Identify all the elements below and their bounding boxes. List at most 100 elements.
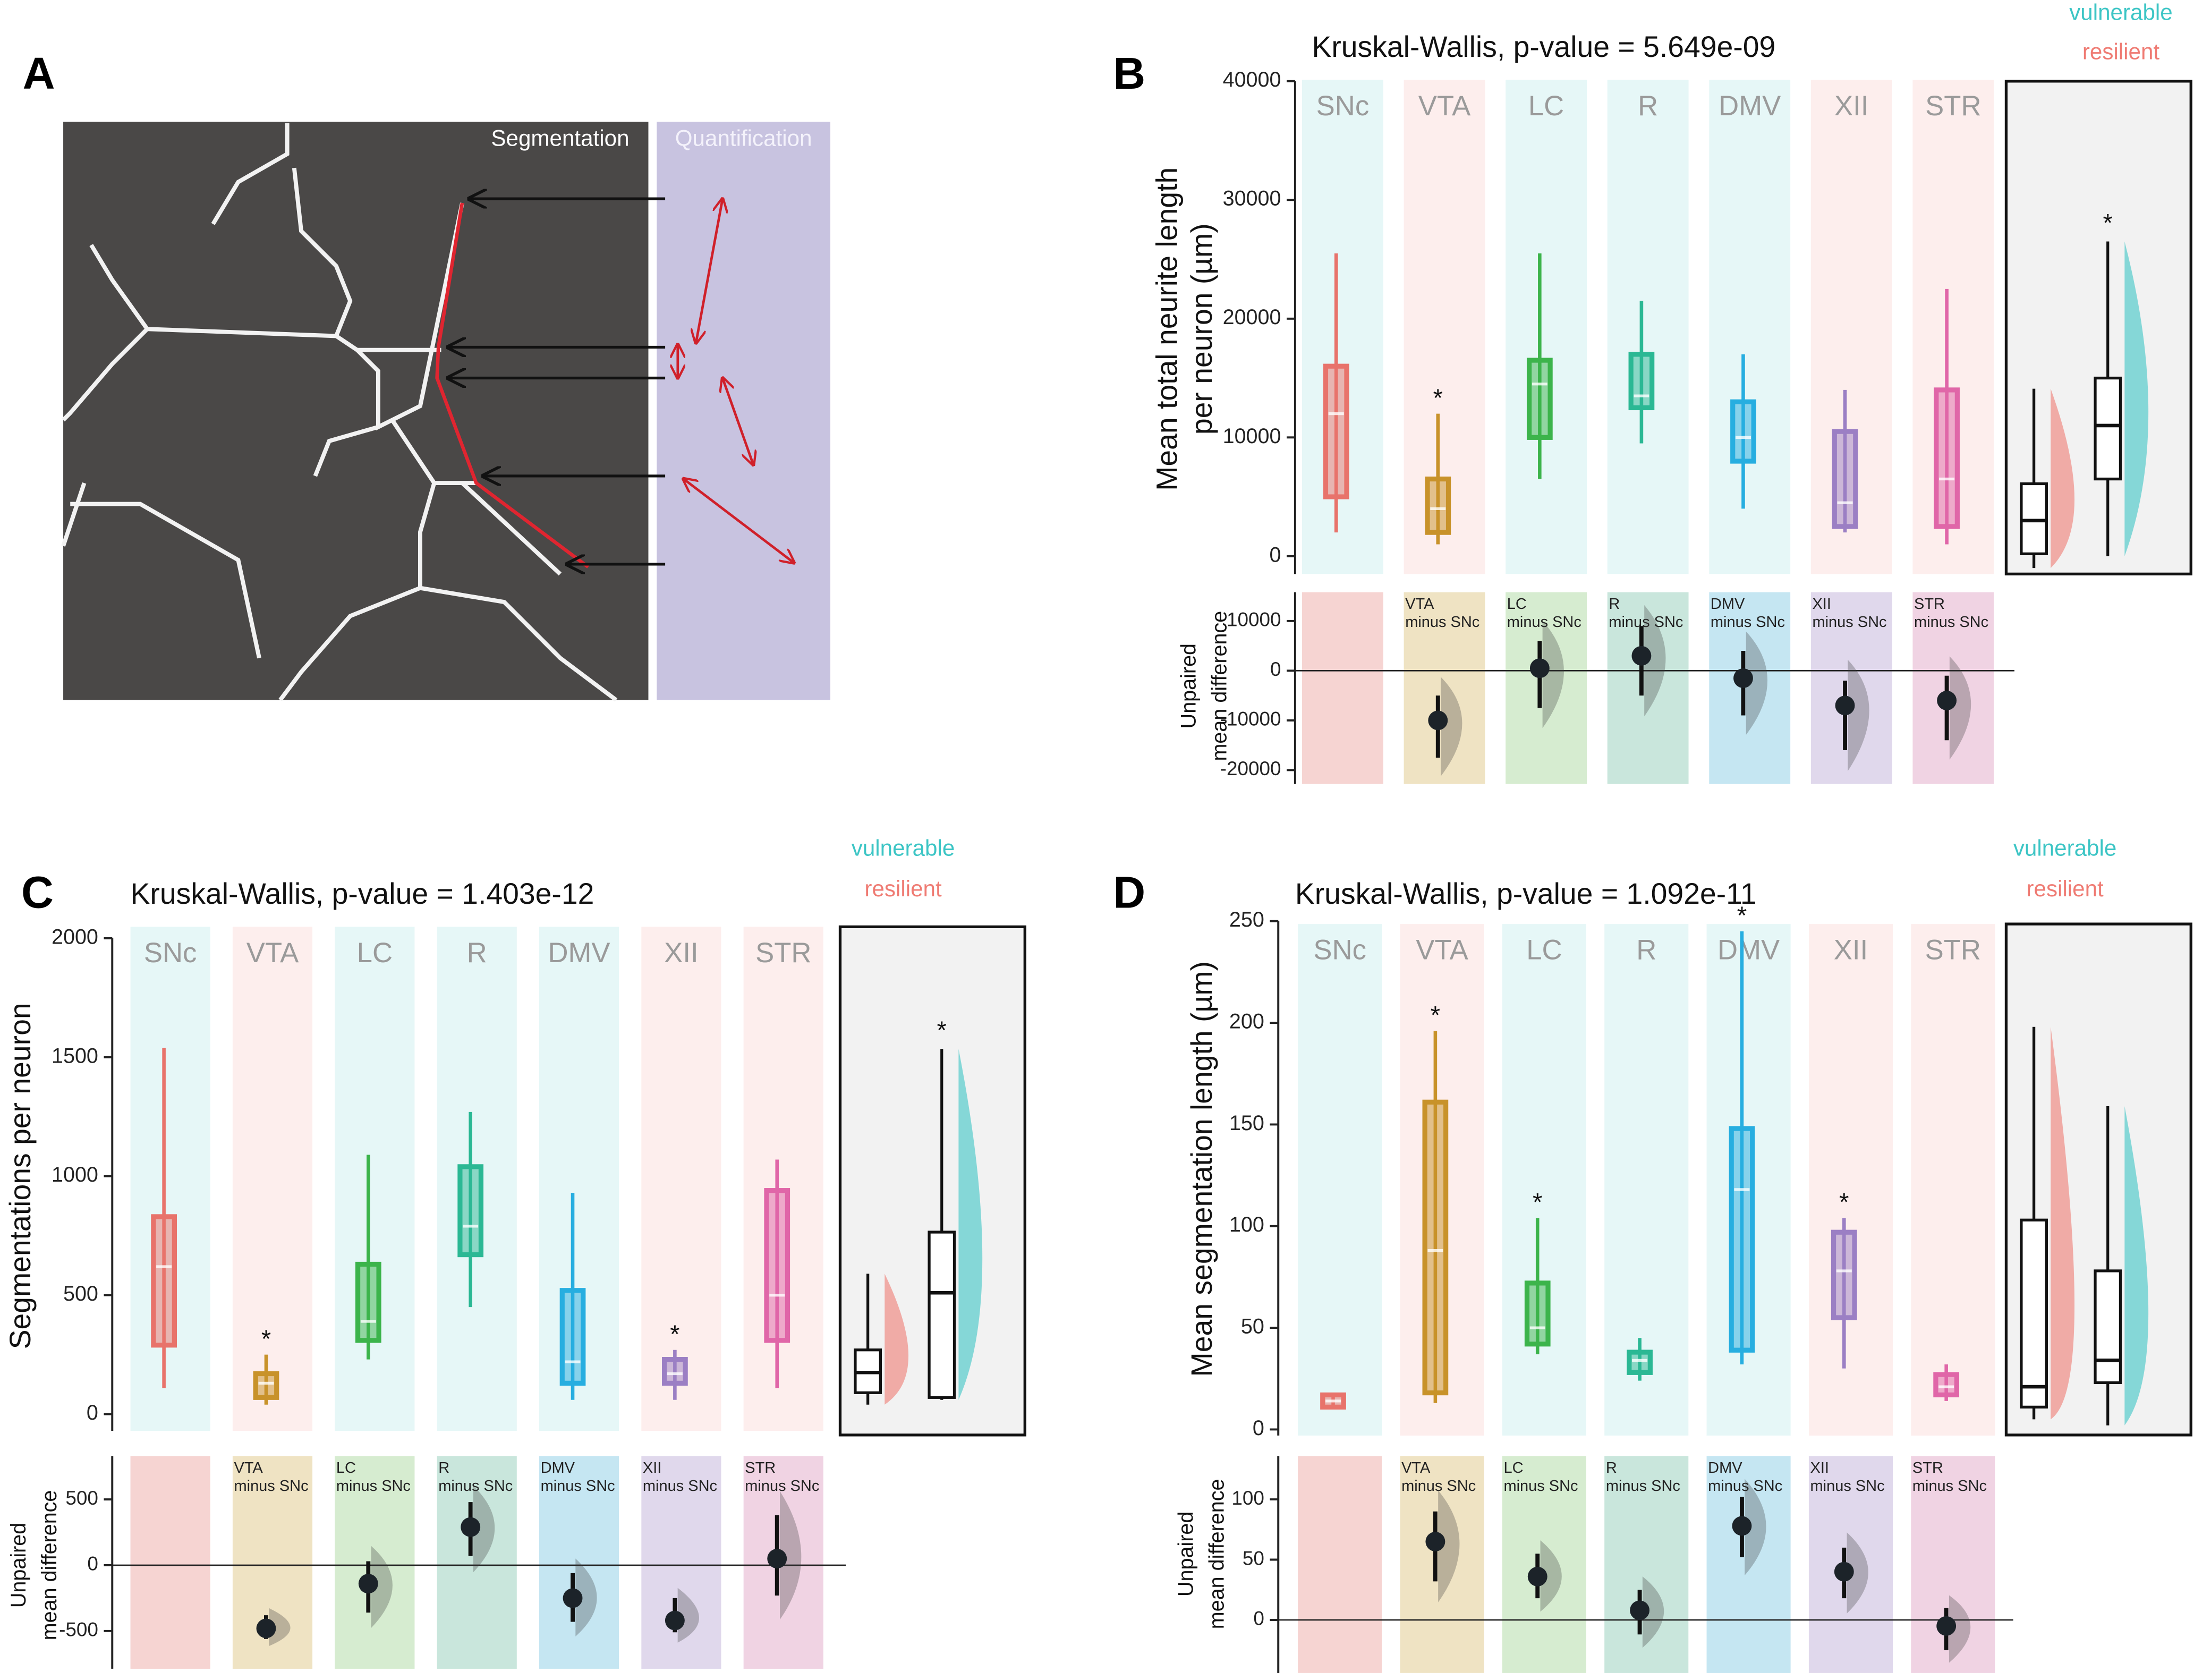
- category-label: R: [1636, 935, 1656, 966]
- y-tick-label: 100: [1229, 1213, 1264, 1236]
- y-tick-label: 40000: [1223, 68, 1281, 91]
- pooled-violin: [958, 1049, 983, 1400]
- box: [1934, 387, 1960, 529]
- box: [1526, 358, 1553, 440]
- difference-label: minus SNc: [1708, 1478, 1782, 1495]
- difference-label: STR: [745, 1460, 776, 1477]
- box: [457, 1164, 484, 1258]
- y-axis-label: Unpaired: [7, 1523, 30, 1608]
- box: [1729, 1126, 1755, 1353]
- mean-difference: [358, 1574, 378, 1594]
- difference-violin: [1542, 621, 1564, 728]
- box: [764, 1188, 790, 1343]
- box: [1627, 1350, 1653, 1375]
- y-tick-label: 1000: [52, 1163, 98, 1186]
- y-axis-label: Segmentations per neuron: [4, 1003, 37, 1349]
- difference-label: minus SNc: [745, 1478, 819, 1495]
- difference-band: [1506, 592, 1587, 784]
- difference-label: XII: [1812, 596, 1831, 613]
- box: [1524, 1280, 1551, 1347]
- category-band: [1302, 80, 1383, 574]
- difference-violin: [269, 1608, 291, 1647]
- difference-band: [1607, 592, 1689, 784]
- difference-violin: [1644, 605, 1666, 717]
- y-tick-label: 50: [1241, 1315, 1264, 1338]
- category-band: [743, 927, 823, 1431]
- y-tick-label: 10000: [1227, 609, 1281, 631]
- quantification-area: [657, 122, 831, 700]
- category-band: [130, 927, 210, 1431]
- mean-difference: [1527, 1566, 1547, 1586]
- pooled-violin: [2051, 388, 2075, 569]
- difference-violin: [1949, 1595, 1971, 1663]
- difference-violin: [1745, 1479, 1766, 1576]
- difference-band: [641, 1456, 721, 1669]
- difference-violin: [1438, 1490, 1460, 1602]
- y-tick-label: 10000: [1223, 425, 1281, 448]
- y-axis-label: Mean segmentation length (µm): [1185, 961, 1218, 1377]
- category-label: XII: [664, 937, 698, 969]
- panel-letter: D: [1113, 868, 1145, 918]
- y-tick-label: 100: [1231, 1487, 1264, 1509]
- y-tick-label: 500: [65, 1487, 98, 1509]
- panel-letter: C: [21, 868, 54, 918]
- y-axis-label: Unpaired: [1174, 1512, 1197, 1597]
- difference-label: R: [1609, 596, 1620, 613]
- y-tick-label: 500: [63, 1282, 98, 1305]
- mean-difference: [767, 1549, 787, 1569]
- category-label: LC: [1526, 935, 1562, 966]
- difference-label: minus SNc: [1401, 1478, 1476, 1495]
- mean-difference: [256, 1618, 276, 1639]
- difference-label: minus SNc: [1812, 614, 1886, 631]
- category-label: R: [1638, 90, 1658, 122]
- difference-label: minus SNc: [234, 1478, 309, 1495]
- y-axis-label: mean difference: [38, 1490, 61, 1641]
- pooled-box: [2094, 376, 2122, 481]
- difference-band: [1911, 1456, 1995, 1673]
- difference-label: minus SNc: [643, 1478, 717, 1495]
- pooled-box: [2020, 1218, 2048, 1409]
- difference-label: XII: [643, 1460, 661, 1477]
- pooled-box: [2094, 1269, 2122, 1385]
- difference-label: minus SNc: [1606, 1478, 1680, 1495]
- panel-letter: A: [23, 48, 55, 98]
- y-tick-label: 30000: [1223, 187, 1281, 210]
- difference-band: [1808, 1456, 1893, 1673]
- difference-label: VTA: [1401, 1460, 1431, 1477]
- category-label: SNc: [1316, 90, 1370, 122]
- difference-label: DMV: [1711, 596, 1745, 613]
- difference-label: minus SNc: [1405, 614, 1479, 631]
- difference-label: DMV: [1708, 1460, 1742, 1477]
- y-tick-label: 150: [1229, 1111, 1264, 1135]
- pooled-box: [2020, 482, 2048, 555]
- difference-label: minus SNc: [438, 1478, 513, 1495]
- category-label: VTA: [1418, 90, 1471, 122]
- category-band: [641, 927, 721, 1431]
- difference-band: [1298, 1456, 1382, 1673]
- difference-violin: [473, 1486, 495, 1573]
- difference-violin: [1949, 656, 1971, 760]
- box: [355, 1261, 381, 1343]
- panel-a: A Se: [23, 48, 831, 702]
- category-band: [1911, 924, 1995, 1436]
- difference-band: [1709, 592, 1791, 784]
- traced-path: [435, 202, 590, 569]
- legend-entry: vulnerable: [2013, 836, 2117, 861]
- mean-difference: [665, 1610, 685, 1631]
- category-band: [232, 927, 313, 1431]
- difference-band: [1912, 592, 1994, 784]
- category-label: DMV: [1717, 935, 1780, 966]
- difference-band: [130, 1456, 210, 1669]
- panel-letter: B: [1113, 48, 1145, 98]
- significance-star: *: [670, 1320, 679, 1348]
- box: [1832, 429, 1858, 529]
- y-tick-label: 0: [1270, 543, 1281, 566]
- y-tick-label: 0: [1253, 1608, 1264, 1630]
- difference-label: LC: [336, 1460, 356, 1477]
- mean-difference: [1428, 710, 1448, 731]
- difference-band: [1810, 592, 1892, 784]
- box: [559, 1288, 586, 1386]
- difference-label: XII: [1810, 1460, 1829, 1477]
- box: [1730, 399, 1756, 464]
